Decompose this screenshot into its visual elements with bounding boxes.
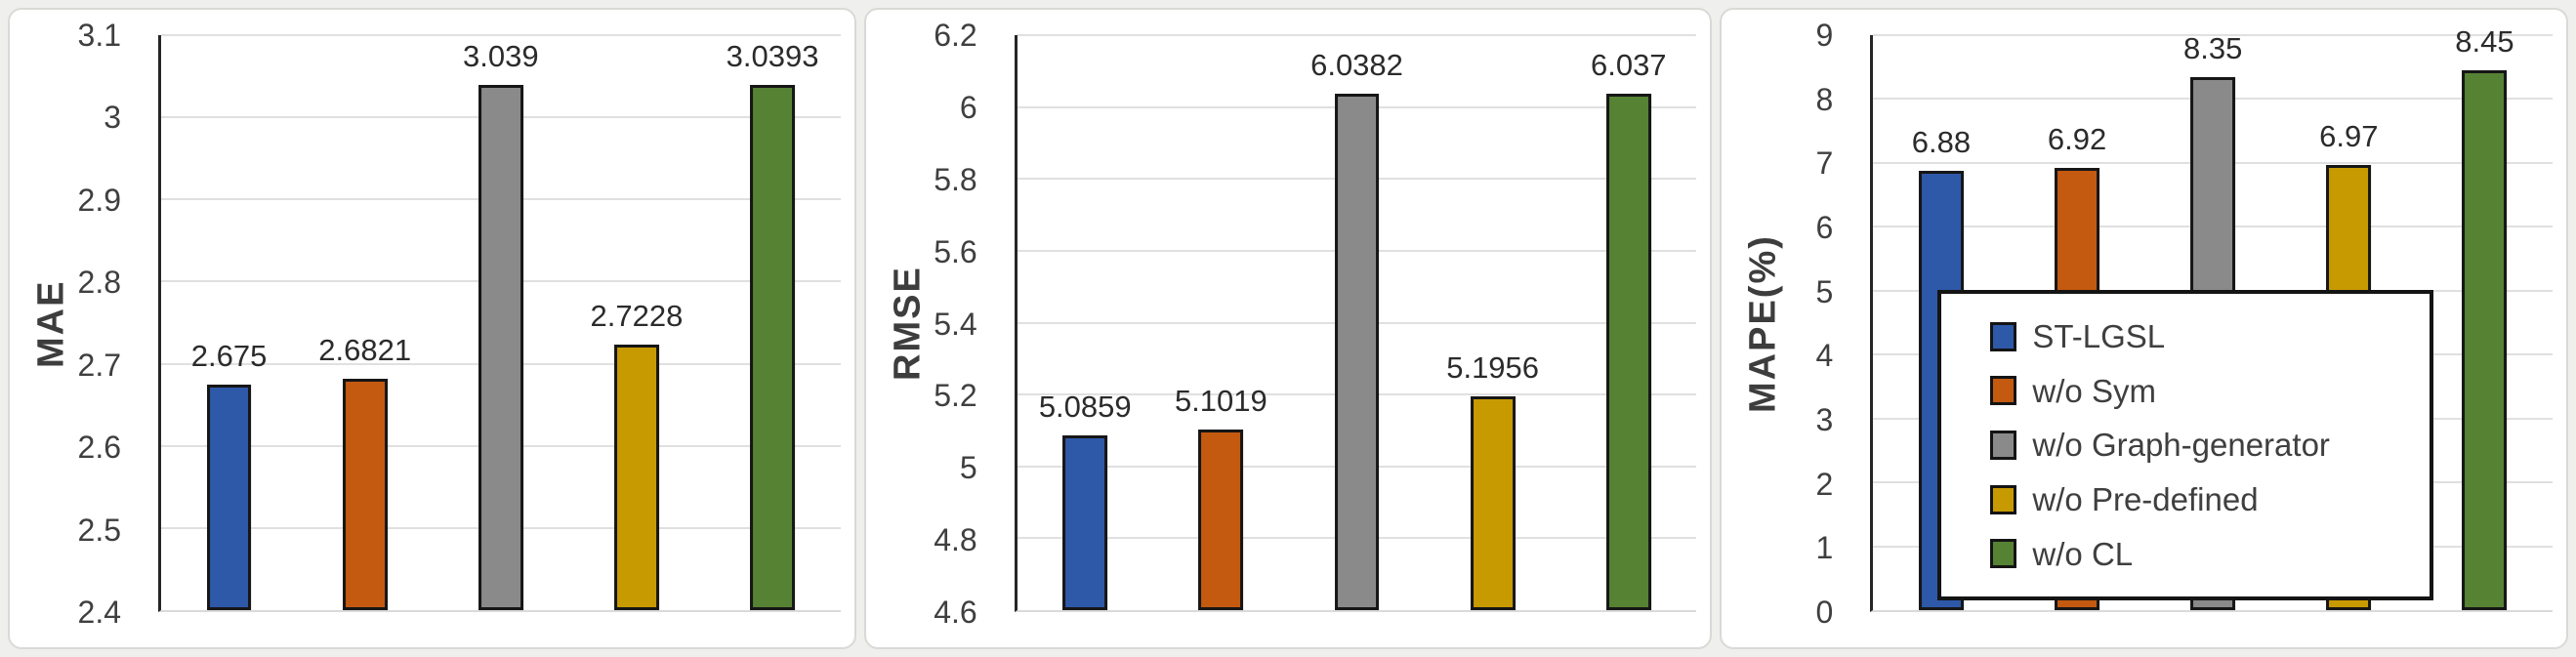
gridline [161,34,841,36]
y-tick-label: 6.2 [934,18,977,53]
gridline [1017,34,1697,36]
bar-value-label: 6.88 [1911,124,1972,159]
plot-area-mape: 6.88 6.92 8.35 6.97 8.45 ST-LGSL w/o Sym w/o Gr… [1870,26,2554,612]
y-tick-label: 5 [1815,273,1834,309]
y-tick-label: 2.7 [77,347,121,383]
legend-swatch-icon [1990,430,2017,460]
bar-value-label: 8.45 [2455,24,2514,59]
bar-w-o-sym [1198,430,1244,610]
bar-value-label: 8.35 [2183,30,2243,65]
legend-swatch-icon [1990,539,2017,569]
legend-item: ST-LGSL [1990,320,2414,352]
bar-value-label: 5.1019 [1174,384,1267,419]
bar-slot: 6.037 [1560,35,1696,610]
plot-area-mae: 2.675 2.6821 3.039 2.7228 3.0393 [158,34,841,612]
bar-slot: 2.675 [161,35,297,610]
bar-value-label: 3.0393 [726,39,819,74]
bar-w-o-cl [2462,70,2508,610]
bar-slot: 3.039 [433,35,568,610]
chart-panel-mae: MAE 2.4 2.5 2.6 2.7 2.8 2.9 3 3.1 2.675 2.6821 3.… [8,8,856,649]
plot-area-rmse: 5.0859 5.1019 6.0382 5.1956 6.037 [1014,34,1697,612]
y-tick-label: 4 [1815,338,1834,374]
legend-item: w/o Pre-defined [1990,483,2414,515]
bar-w-o-pre-defined [614,345,659,610]
bar-st-lgsl [1062,435,1108,610]
bar-slot: 2.7228 [568,35,704,610]
legend-item: w/o CL [1990,538,2414,570]
bar-w-o-cl [750,85,796,610]
legend-item: w/o Graph-generator [1990,429,2414,461]
bar-value-label: 2.7228 [590,299,684,334]
bar-value-label: 3.039 [463,39,539,74]
y-tick-label: 3 [104,100,121,136]
y-axis-ticks: 4.6 4.8 5 5.2 5.4 5.6 5.8 6 6.2 [866,20,1003,628]
legend-swatch-icon [1990,321,2017,351]
y-tick-label: 2.9 [77,182,121,218]
y-tick-label: 3.1 [77,18,121,53]
bar-slot: 5.1956 [1425,35,1560,610]
bar-value-label: 6.0382 [1310,47,1403,82]
bar-slot: 5.0859 [1018,35,1153,610]
bar-w-o-graph-generator [1334,93,1380,610]
legend-swatch-icon [1990,376,2017,406]
y-tick-label: 2.5 [77,512,121,548]
y-tick-label: 5.6 [934,233,977,269]
y-tick-label: 6 [1815,210,1834,245]
y-tick-label: 2.4 [77,595,121,630]
legend-label: w/o Graph-generator [2032,427,2330,464]
y-tick-label: 3 [1815,402,1834,437]
y-tick-label: 1 [1815,530,1834,566]
legend-swatch-icon [1990,484,2017,514]
y-tick-label: 5.4 [934,306,977,342]
bar-value-label: 2.675 [190,338,268,373]
y-axis-ticks: 0 1 2 3 4 5 6 7 8 9 [1722,20,1858,628]
y-tick-label: 4.6 [934,595,977,630]
y-tick-label: 5.8 [934,161,977,197]
bar-value-label: 2.6821 [318,332,412,367]
legend-item: w/o Sym [1990,375,2414,407]
bar-value-label: 6.97 [2319,118,2379,153]
bar-value-label: 5.1956 [1446,349,1540,385]
y-tick-label: 2.6 [77,430,121,466]
gridline [1873,34,2554,36]
legend: ST-LGSL w/o Sym w/o Graph-generator w/o Pre… [1937,289,2434,600]
bar-slot: 6.0382 [1289,35,1425,610]
chart-panel-rmse: RMSE 4.6 4.8 5 5.2 5.4 5.6 5.8 6 6.2 5.0859 5.101… [863,8,1713,649]
bar-slot: 3.0393 [705,35,841,610]
bar-w-o-graph-generator [478,85,523,610]
y-tick-label: 7 [1815,145,1834,182]
y-axis-ticks: 2.4 2.5 2.6 2.7 2.8 2.9 3 3.1 [10,20,146,628]
legend-label: ST-LGSL [2032,318,2166,355]
legend-label: w/o Pre-defined [2032,481,2259,518]
y-tick-label: 2.8 [77,265,121,301]
bar-w-o-sym [342,378,388,610]
y-tick-label: 6 [959,89,977,125]
legend-label: w/o CL [2032,535,2134,572]
bar-slot: 8.45 [2417,26,2553,610]
bar-w-o-cl [1605,94,1651,610]
bar-value-label: 5.0859 [1038,390,1132,425]
bar-slot: 2.6821 [297,35,433,610]
y-tick-label: 8 [1815,81,1834,117]
y-tick-label: 5 [959,450,977,486]
bar-value-label: 6.92 [2047,122,2107,157]
y-tick-label: 2 [1815,466,1834,502]
y-tick-label: 4.8 [934,522,977,558]
legend-label: w/o Sym [2032,372,2156,409]
bar-w-o-pre-defined [1470,395,1516,610]
y-tick-label: 0 [1815,595,1834,630]
bar-st-lgsl [206,384,252,610]
bar-value-label: 6.037 [1590,48,1667,83]
bar-slot: 5.1019 [1153,35,1289,610]
y-tick-label: 5.2 [934,378,977,414]
y-tick-label: 9 [1815,18,1834,53]
